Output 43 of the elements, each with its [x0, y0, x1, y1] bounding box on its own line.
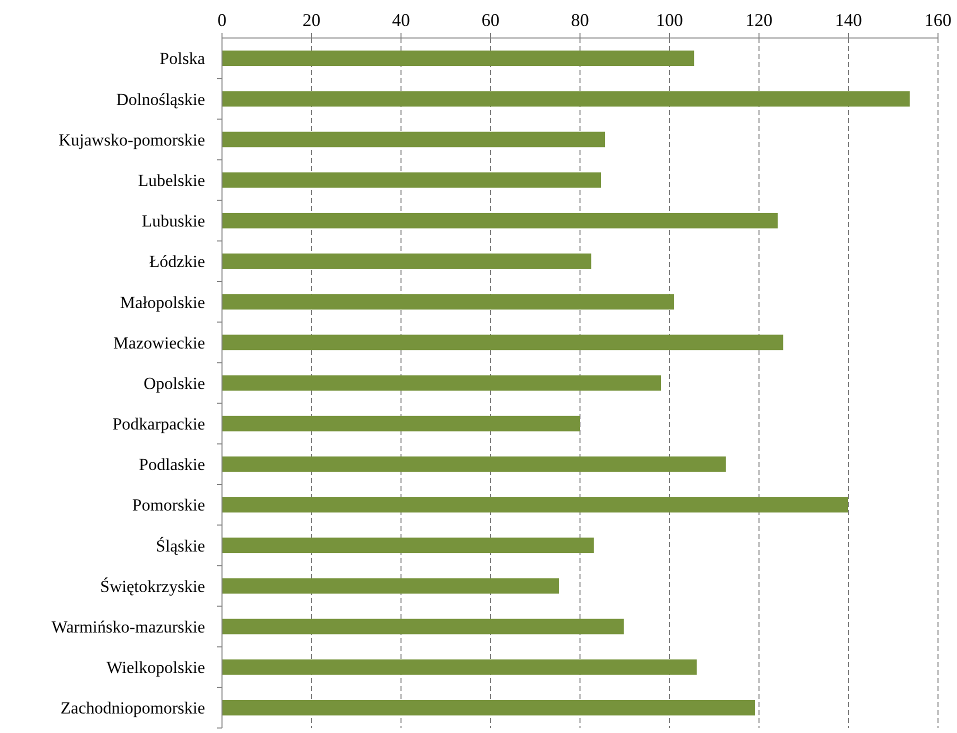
bar: [222, 618, 624, 634]
x-tick-label: 140: [835, 10, 862, 30]
y-tick-label: Mazowieckie: [113, 333, 205, 352]
x-tick-label: 60: [482, 10, 500, 30]
bar: [222, 91, 910, 107]
y-tick-label: Kujawsko-pomorskie: [58, 130, 205, 150]
y-tick-label: Lubuskie: [142, 212, 205, 231]
y-tick-label: Podkarpackie: [112, 414, 205, 434]
y-tick-label: Śląskie: [156, 536, 205, 556]
y-tick-label: Pomorskie: [132, 496, 205, 515]
bar: [222, 254, 592, 269]
y-tick-label: Zachodniopomorskie: [60, 698, 205, 718]
y-tick-label: Dolnośląskie: [116, 90, 205, 109]
bar: [222, 132, 606, 148]
x-tick-label: 40: [392, 10, 410, 30]
y-tick-label: Łódzkie: [149, 252, 205, 272]
y-tick-label: Lubelskie: [138, 171, 205, 190]
bar: [222, 212, 778, 228]
x-tick-label: 120: [746, 10, 772, 30]
y-tick-label: Opolskie: [144, 374, 205, 393]
bar: [222, 334, 784, 350]
y-tick-label: Świętokrzyskie: [100, 576, 205, 596]
bar: [222, 172, 602, 188]
x-tick-label: 160: [924, 10, 952, 30]
x-tick-label: 20: [302, 10, 320, 30]
x-tick-label: 80: [571, 10, 589, 30]
bar: [222, 50, 694, 66]
y-tick-label: Polska: [160, 49, 206, 68]
y-tick-label: Małopolskie: [120, 292, 205, 312]
y-tick-label: Podlaskie: [138, 455, 205, 474]
y-tick-label: Wielkopolskie: [106, 658, 205, 678]
bar: [222, 416, 580, 432]
bar: [222, 578, 559, 594]
bar: [222, 700, 755, 716]
bar: [222, 294, 674, 310]
bar: [222, 659, 697, 675]
bar: [222, 375, 661, 391]
y-tick-label: Warmińsko-mazurskie: [52, 617, 205, 636]
bar: [222, 497, 848, 512]
bar: [222, 538, 594, 554]
x-tick-label: 0: [218, 10, 226, 30]
x-tick-label: 100: [656, 10, 683, 30]
bar: [222, 456, 726, 472]
